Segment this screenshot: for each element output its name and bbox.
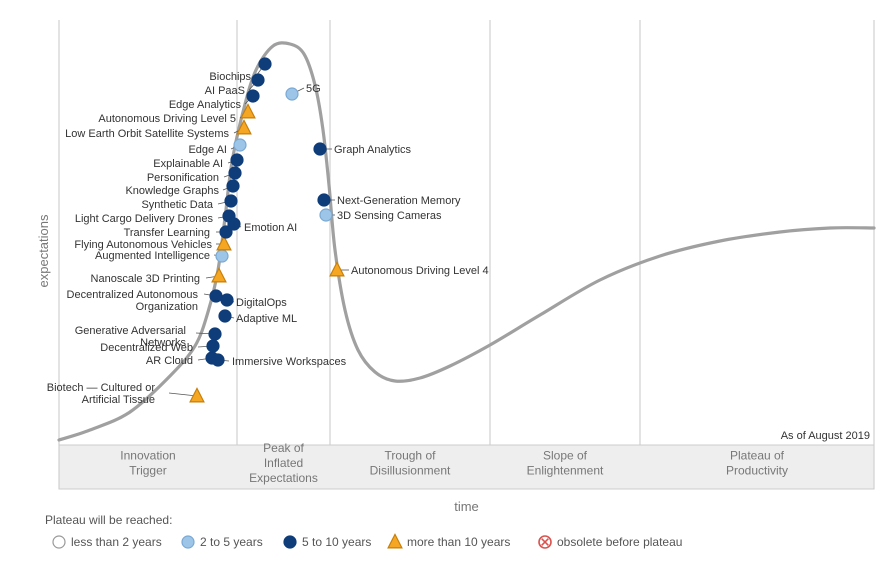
phase-label: Innovation [120, 449, 175, 463]
legend-title: Plateau will be reached: [45, 513, 172, 527]
tech-point [247, 90, 259, 102]
tech-label: Knowledge Graphs [125, 185, 219, 197]
phase-label: Enlightenment [527, 464, 604, 478]
tech-point [229, 167, 241, 179]
tech-labels: Biotech — Cultured orArtificial Tissue AR… [47, 71, 489, 406]
legend-item-label: obsolete before plateau [557, 535, 682, 549]
legend-item-label: 2 to 5 years [200, 535, 263, 549]
legend-item-label: less than 2 years [71, 535, 162, 549]
phase-label: Trough of [385, 449, 437, 463]
tech-label: Artificial Tissue [82, 394, 155, 406]
tech-label: Augmented Intelligence [95, 250, 210, 262]
legend-item: more than 10 years [388, 534, 510, 549]
tech-point [286, 88, 298, 100]
tech-point [252, 74, 264, 86]
tech-label: Networks [140, 337, 186, 349]
hype-cycle-svg: InnovationTrigger Peak ofInflatedExpectat… [0, 0, 889, 586]
y-axis-label: expectations [36, 214, 51, 287]
tech-label: Edge AI [188, 144, 227, 156]
tech-point [212, 268, 226, 281]
tech-label: Decentralized Autonomous [67, 289, 199, 301]
tech-label: Transfer Learning [124, 227, 210, 239]
tech-point [320, 209, 332, 221]
as-of-note: As of August 2019 [781, 430, 870, 442]
legend-item: less than 2 years [53, 535, 162, 549]
tech-point [219, 310, 231, 322]
phase-label: Inflated [264, 456, 303, 470]
tech-label: Nanoscale 3D Printing [91, 273, 200, 285]
tech-point [212, 354, 224, 366]
tech-label: DigitalOps [236, 297, 287, 309]
tech-label: Low Earth Orbit Satellite Systems [65, 128, 229, 140]
tech-label: Emotion AI [244, 222, 297, 234]
tech-point [330, 262, 344, 275]
legend-item: 5 to 10 years [284, 535, 371, 549]
x-axis-label: time [454, 499, 479, 514]
tech-label: AI PaaS [205, 85, 245, 97]
phase-label: Slope of [543, 449, 588, 463]
phase-label: Plateau of [730, 449, 785, 463]
tech-point [210, 290, 222, 302]
legend-item-label: more than 10 years [407, 535, 510, 549]
tech-point [318, 194, 330, 206]
tech-label: Autonomous Driving Level 5 [98, 113, 236, 125]
tech-label: Immersive Workspaces [232, 356, 347, 368]
tech-point [207, 340, 219, 352]
tech-label: Generative Adversarial [75, 325, 186, 337]
tech-point [234, 139, 246, 151]
phase-label: Trigger [129, 464, 167, 478]
legend-item-label: 5 to 10 years [302, 535, 371, 549]
tech-label: 3D Sensing Cameras [337, 210, 442, 222]
legend-item: obsolete before plateau [539, 535, 682, 549]
tech-label: Synthetic Data [141, 199, 213, 211]
tech-label: Edge Analytics [169, 99, 242, 111]
tech-label: AR Cloud [146, 355, 193, 367]
tech-point [209, 328, 221, 340]
tech-point [221, 294, 233, 306]
phase-label: Disillusionment [370, 464, 451, 478]
hype-cycle-chart: { "layout": { "width": 889, "height": 58… [0, 0, 889, 586]
tech-point [228, 218, 240, 230]
tech-point [314, 143, 326, 155]
legend-item: 2 to 5 years [182, 535, 263, 549]
tech-point [227, 180, 239, 192]
tech-label: Light Cargo Delivery Drones [75, 213, 214, 225]
tech-label: Organization [136, 301, 198, 313]
tech-point [231, 154, 243, 166]
tech-label: Biotech — Cultured or [47, 382, 156, 394]
tech-label: Explainable AI [153, 158, 223, 170]
tech-point [225, 195, 237, 207]
phase-label: Productivity [726, 464, 788, 478]
tech-label: Personification [147, 172, 219, 184]
tech-label: Next-Generation Memory [337, 195, 461, 207]
tech-label: Autonomous Driving Level 4 [351, 265, 489, 277]
tech-point [217, 236, 231, 249]
phase-label: Peak of [263, 441, 304, 455]
tech-label: 5G [306, 83, 321, 95]
tech-label: Adaptive ML [236, 313, 297, 325]
tech-point [216, 250, 228, 262]
phase-label: Expectations [249, 471, 318, 485]
tech-label: Graph Analytics [334, 144, 412, 156]
tech-point [259, 58, 271, 70]
tech-label: Biochips [209, 71, 251, 83]
tech-label: Flying Autonomous Vehicles [74, 239, 212, 251]
